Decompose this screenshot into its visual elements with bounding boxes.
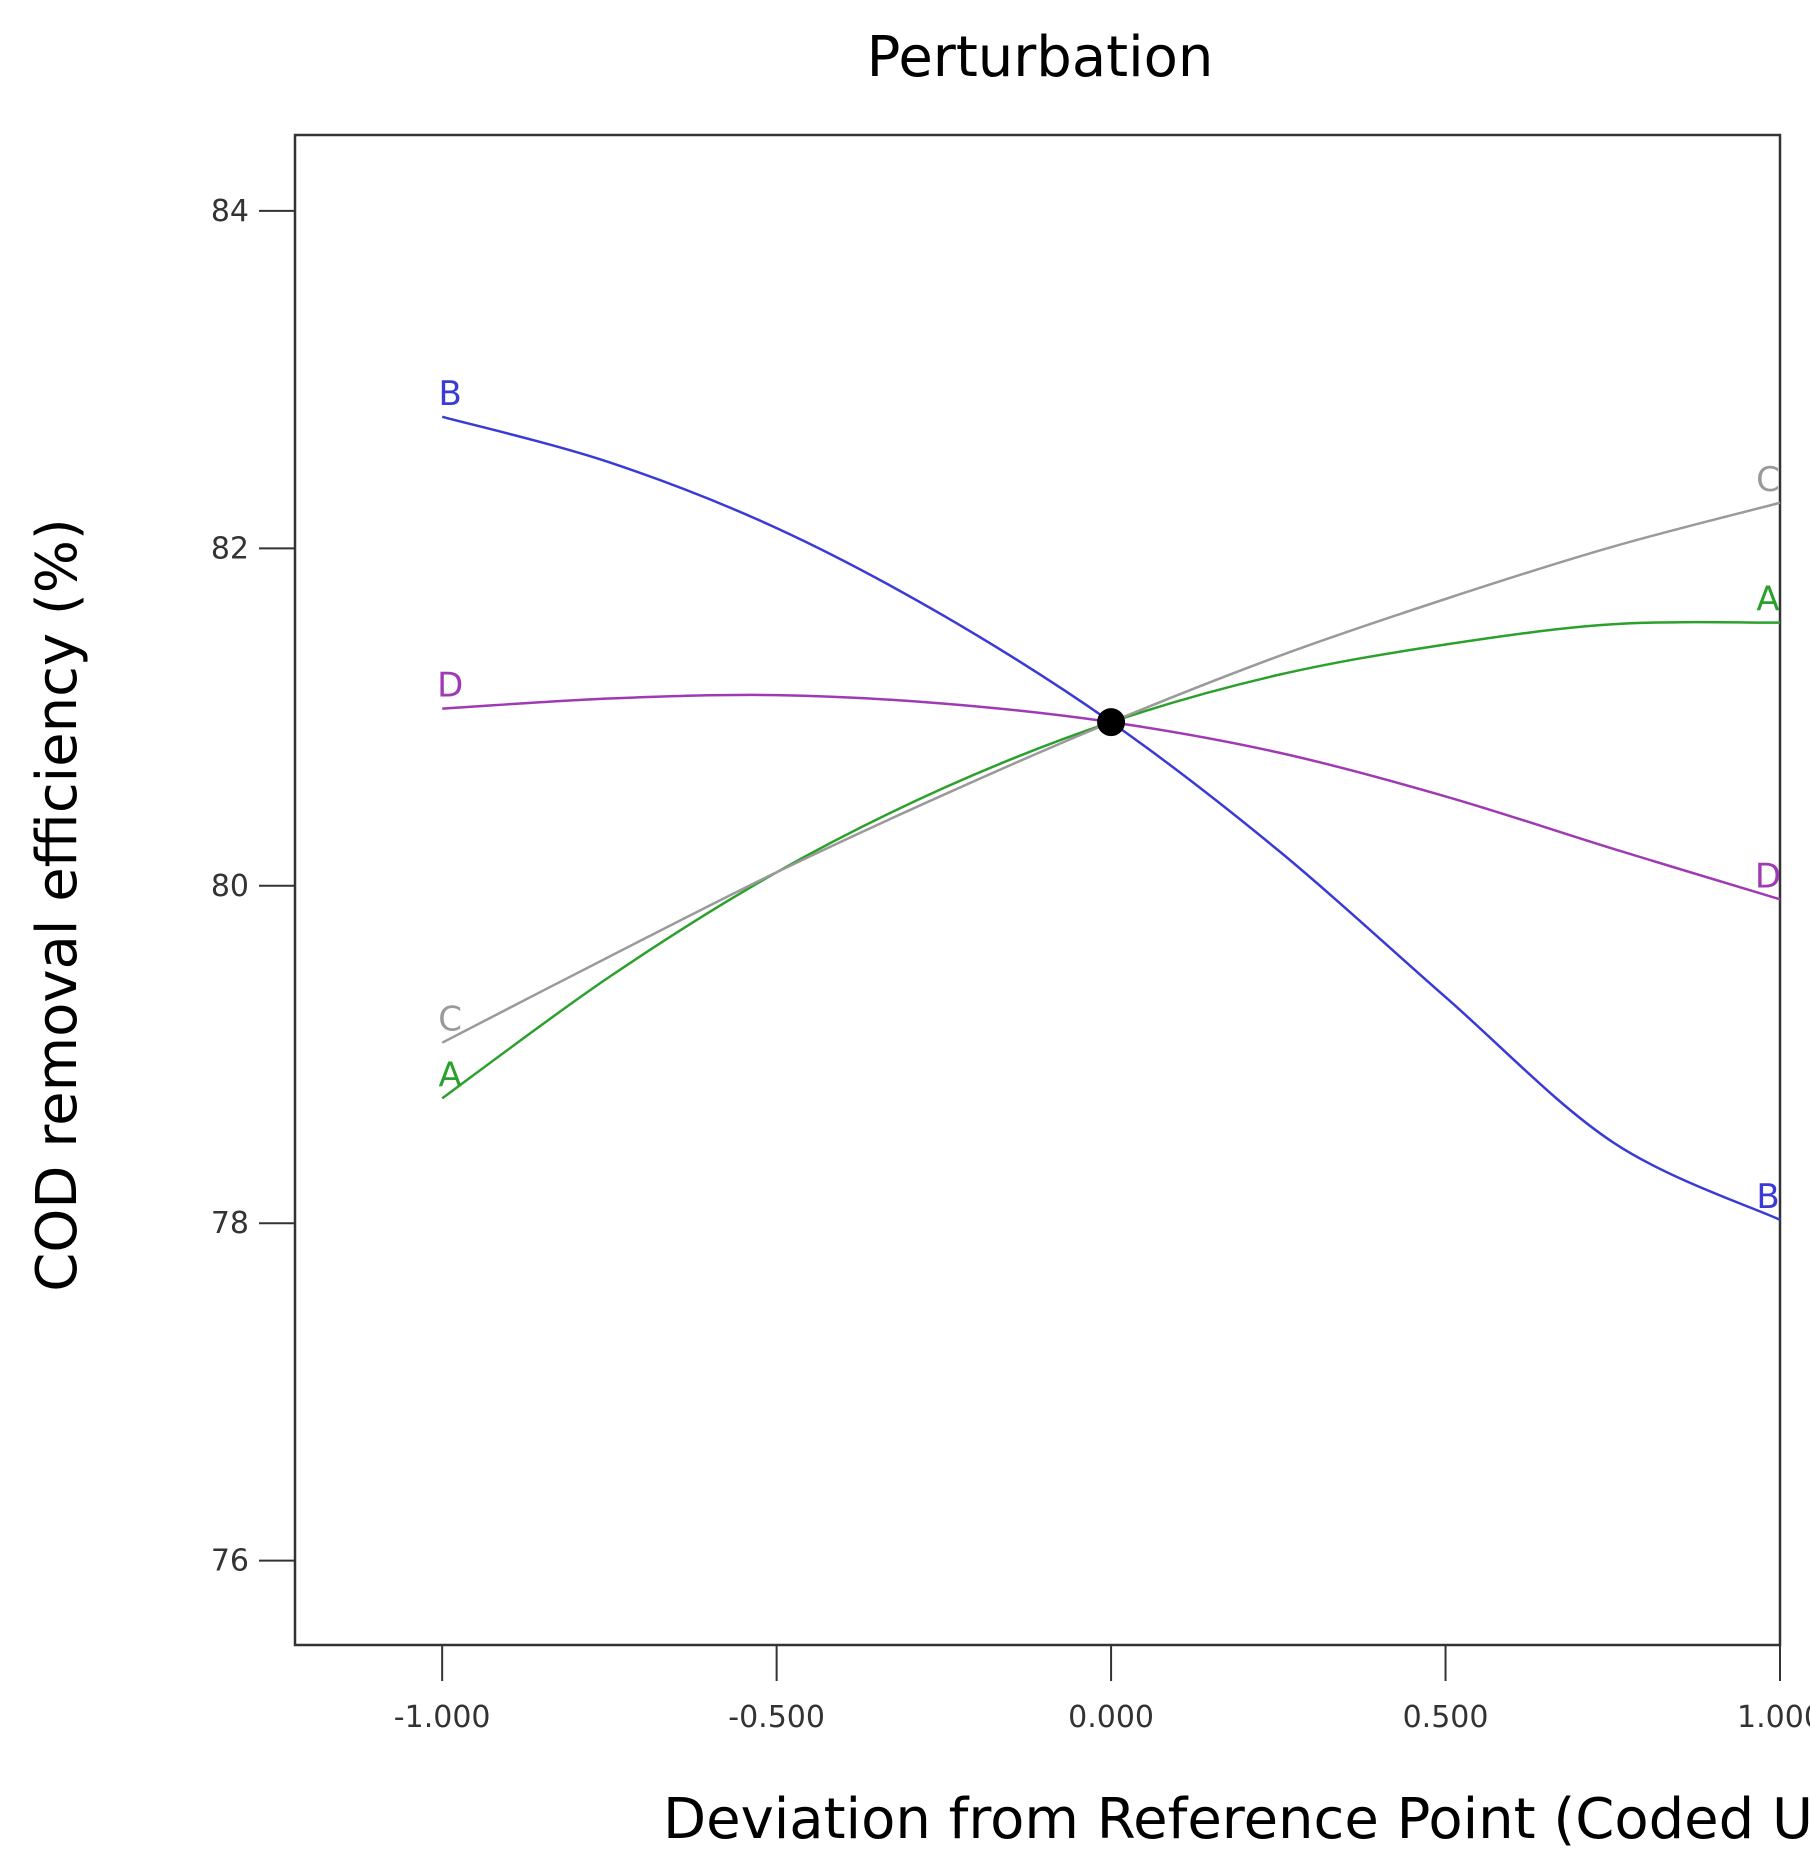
series-b-label-start: B [438, 374, 461, 414]
series-d-label-end: D [1755, 856, 1781, 896]
series-b-label-end: B [1756, 1177, 1779, 1217]
series-d-label-start: D [437, 666, 463, 706]
y-tick-label: 84 [211, 194, 249, 229]
reference-marker-layer [1097, 708, 1126, 737]
y-axis-title: COD removal efficiency (%) [25, 518, 90, 1292]
x-tick-label: 0.500 [1403, 1700, 1489, 1735]
x-tick-label: -0.500 [728, 1700, 825, 1735]
x-tick-label: 1.000 [1737, 1700, 1810, 1735]
series-a-label-start: A [439, 1055, 462, 1095]
y-axis-ticks: 76 78 80 82 84 [211, 194, 295, 1579]
x-axis-title: Deviation from Reference Point (Coded Un… [663, 1787, 1810, 1852]
chart-title: Perturbation [867, 25, 1214, 90]
y-tick-label: 82 [211, 531, 249, 566]
series-a-line [441, 620, 1781, 1100]
x-tick-label: -1.000 [394, 1700, 491, 1735]
y-tick-label: 80 [211, 869, 249, 904]
x-tick-label: 0.000 [1068, 1700, 1154, 1735]
series-c-label-end: C [1756, 460, 1780, 500]
series-b-line [441, 415, 1781, 1221]
series-c-label-start: C [438, 1000, 462, 1040]
x-axis-ticks: -1.000 -0.500 0.000 0.500 1.000 [394, 1645, 1810, 1735]
y-tick-label: 76 [211, 1544, 249, 1579]
series-labels: A A B B C C D D [437, 374, 1781, 1217]
series-a-label-end: A [1756, 580, 1779, 620]
series-layer [441, 415, 1781, 1221]
reference-point-marker [1097, 708, 1126, 737]
plot-frame [293, 133, 1782, 1647]
y-tick-label: 78 [211, 1206, 249, 1241]
series-c-line [441, 501, 1781, 1044]
